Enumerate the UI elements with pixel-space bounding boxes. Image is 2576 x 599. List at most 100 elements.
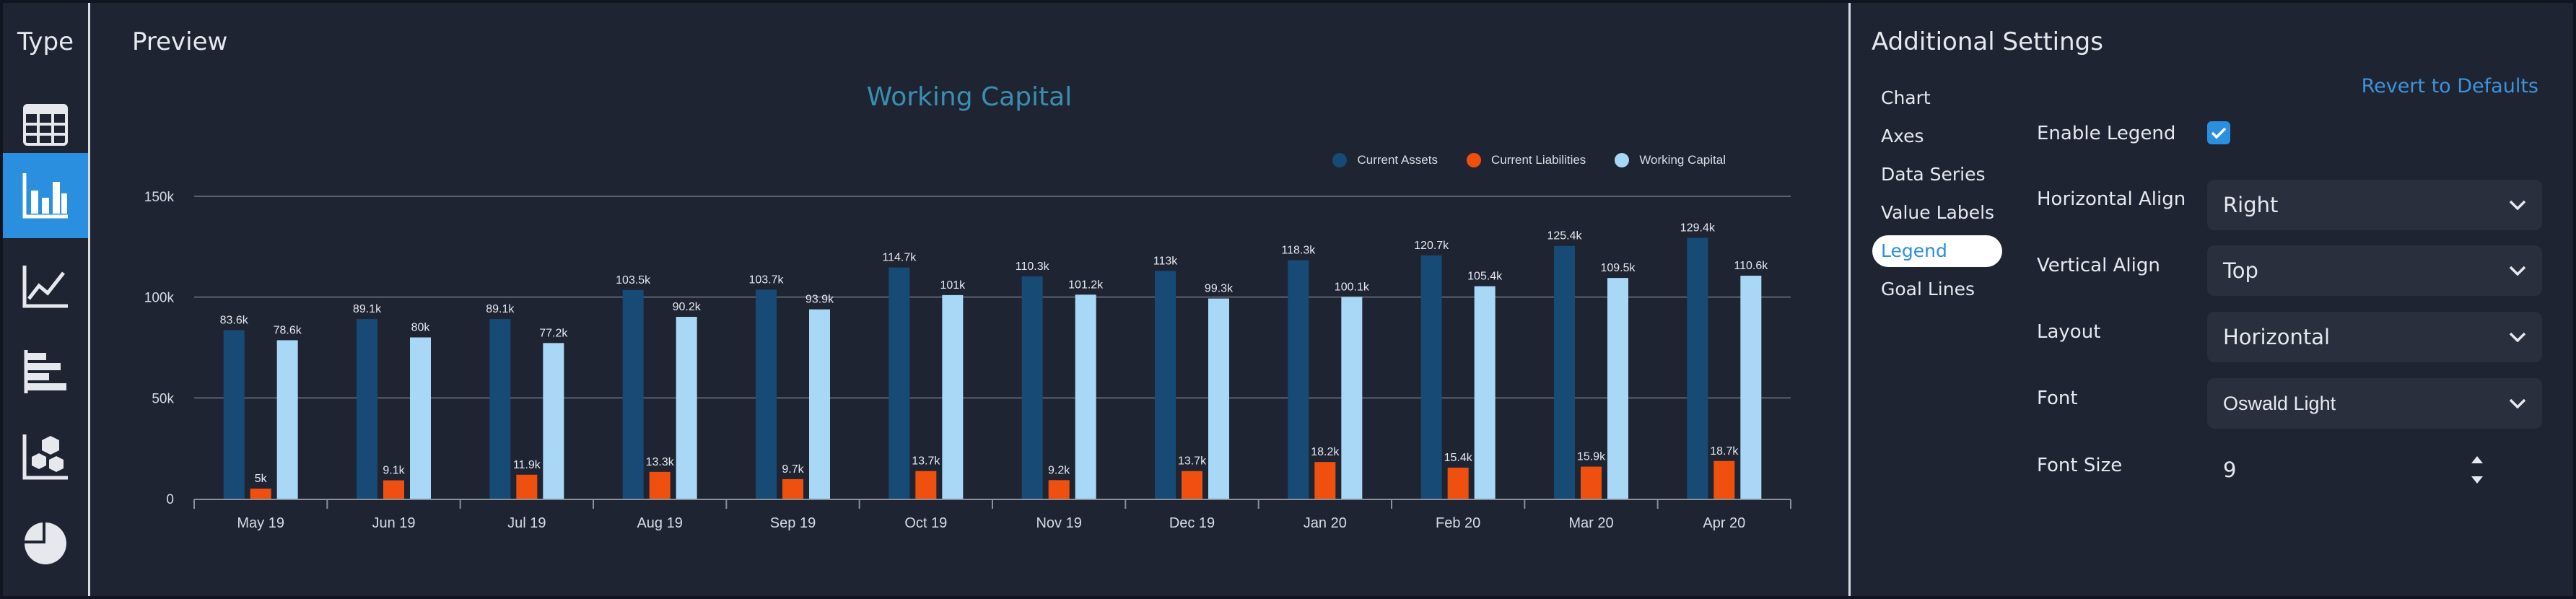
pie-chart-icon (25, 523, 66, 564)
settings-nav-goal-lines[interactable]: Goal Lines (1881, 279, 1975, 300)
rail-divider (88, 3, 90, 596)
bar (888, 267, 910, 499)
additional-settings-panel: Additional Settings Revert to Defaults C… (1851, 3, 2573, 596)
scatter-chart-icon (22, 434, 68, 480)
enable-legend-label: Enable Legend (2037, 123, 2176, 144)
preview-title: Preview (132, 27, 228, 56)
y-tick-label: 150k (144, 190, 175, 205)
settings-nav-chart[interactable]: Chart (1881, 87, 1931, 108)
scatter-chart-type-button[interactable] (3, 414, 88, 499)
legend-label: Current Assets (1357, 153, 1438, 167)
horizontal-bar-type-button[interactable] (3, 329, 88, 414)
enable-legend-checkbox[interactable] (2207, 121, 2230, 144)
bar (1021, 276, 1043, 499)
font-size-input[interactable]: 9 (2223, 458, 2237, 482)
legend-item-working-capital[interactable]: Working Capital (1615, 153, 1726, 167)
increment-arrow-icon (2471, 456, 2483, 463)
value-label: 78.6k (274, 324, 302, 336)
bar (1474, 286, 1496, 499)
value-label: 120.7k (1414, 240, 1449, 252)
bar (1341, 297, 1363, 499)
chart-type-rail: Type (3, 3, 88, 596)
legend-swatch (1466, 153, 1481, 167)
y-tick-label: 50k (152, 391, 174, 406)
bar (1740, 276, 1762, 499)
chart-legend: Current Assets Current Liabilities Worki… (1332, 153, 1726, 167)
x-tick-label: Aug 19 (637, 515, 682, 531)
value-label: 9.1k (383, 465, 405, 477)
x-tick-label: Oct 19 (904, 515, 947, 531)
font-size-label: Font Size (2037, 455, 2123, 476)
font-size-stepper[interactable] (2470, 453, 2484, 486)
font-select[interactable]: Oswald Light (2207, 378, 2542, 429)
layout-select[interactable]: Horizontal (2207, 312, 2542, 362)
value-label: 83.6k (220, 314, 249, 326)
value-label: 129.4k (1680, 222, 1716, 235)
table-icon (23, 104, 68, 146)
value-label: 100.1k (1335, 281, 1370, 293)
bar (1713, 460, 1735, 499)
settings-nav-value-labels[interactable]: Value Labels (1881, 202, 1995, 223)
horizontal-align-select[interactable]: Right (2207, 180, 2542, 230)
settings-nav-legend[interactable]: Legend (1872, 235, 2002, 267)
value-label: 99.3k (1205, 283, 1234, 295)
value-label: 109.5k (1600, 262, 1636, 274)
x-tick-label: Jun 19 (372, 515, 415, 531)
bar (1075, 294, 1096, 499)
legend-label: Working Capital (1639, 153, 1726, 167)
legend-swatch (1615, 153, 1630, 167)
settings-nav-axes[interactable]: Axes (1881, 126, 1924, 147)
value-label: 101.2k (1068, 279, 1104, 291)
legend-item-current-liabilities[interactable]: Current Liabilities (1466, 153, 1586, 167)
value-label: 13.7k (1178, 455, 1207, 468)
horizontal-bar-icon (24, 350, 66, 393)
bar (276, 340, 298, 499)
value-label: 18.7k (1710, 445, 1739, 458)
bar (250, 489, 271, 499)
bar (357, 319, 377, 499)
vertical-align-select[interactable]: Top (2207, 245, 2542, 296)
value-label: 125.4k (1547, 230, 1582, 242)
bar (676, 317, 697, 499)
value-label: 13.7k (912, 455, 940, 468)
preview-panel: Preview Working Capital Current Assets C… (90, 3, 1848, 596)
line-chart-type-button[interactable] (3, 244, 88, 329)
chevron-down-icon (2509, 398, 2526, 408)
value-label: 15.4k (1444, 452, 1473, 464)
chevron-down-icon (2509, 200, 2526, 210)
x-tick-label: Dec 19 (1169, 515, 1215, 531)
x-tick-label: Jan 20 (1304, 515, 1347, 531)
settings-nav-data-series[interactable]: Data Series (1881, 164, 1986, 185)
value-label: 80k (411, 322, 431, 334)
bar (1048, 480, 1070, 499)
pie-chart-type-button[interactable] (3, 501, 88, 586)
value-label: 105.4k (1467, 271, 1503, 283)
bar (915, 471, 937, 499)
revert-to-defaults-link[interactable]: Revert to Defaults (2361, 75, 2538, 97)
checkmark-icon (2211, 127, 2227, 139)
bar (1554, 245, 1575, 499)
bar (622, 289, 644, 499)
bar (942, 294, 964, 499)
bar-chart-icon (22, 173, 68, 219)
bar (1581, 466, 1602, 499)
bar (782, 478, 803, 499)
bar (1182, 471, 1202, 499)
font-value: Oswald Light (2223, 392, 2336, 414)
legend-item-current-assets[interactable]: Current Assets (1332, 153, 1438, 167)
horizontal-align-value: Right (2223, 193, 2279, 217)
bar (756, 289, 777, 499)
bar (1447, 467, 1469, 499)
value-label: 110.3k (1016, 261, 1050, 273)
chevron-down-icon (2509, 266, 2526, 276)
bar (543, 343, 564, 499)
bar-chart-type-button[interactable] (3, 153, 88, 238)
value-label: 9.2k (1048, 464, 1070, 476)
y-tick-label: 100k (144, 291, 175, 306)
value-label: 5k (255, 473, 268, 485)
bar (649, 471, 671, 499)
x-tick-label: Jul 19 (507, 515, 546, 531)
table-type-button[interactable] (3, 82, 88, 167)
x-tick-label: Nov 19 (1036, 515, 1081, 531)
